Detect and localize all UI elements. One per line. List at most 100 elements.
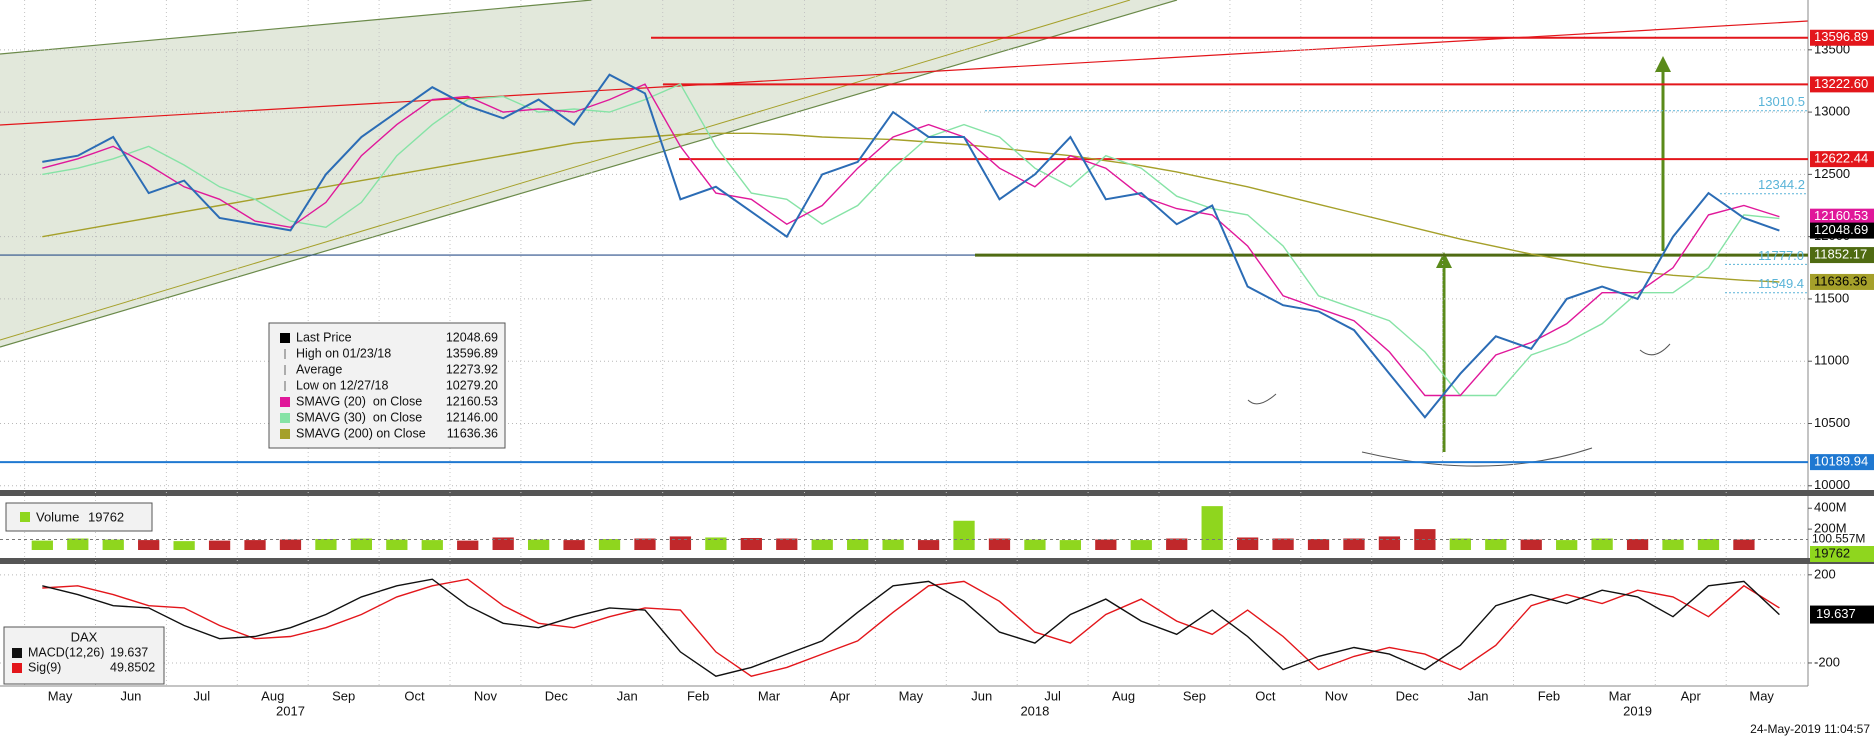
legend-label: Sig(9): [28, 660, 61, 674]
legend-swatch: [280, 429, 290, 439]
panel-separator: [0, 490, 1874, 496]
last-value-label: 12048.69: [1814, 222, 1868, 237]
last-value-label: 11636.36: [1814, 273, 1867, 288]
volume-bar: [1556, 540, 1578, 550]
x-tick-label: Jun: [971, 688, 992, 703]
arrow-head: [1436, 252, 1452, 268]
legend-value: 12146.00: [446, 410, 498, 424]
volume-bar: [1591, 538, 1613, 550]
volume-bar: [244, 540, 266, 550]
legend-label: Average: [296, 362, 342, 376]
volume-bar: [1343, 538, 1365, 550]
volume-bar: [1626, 539, 1649, 550]
price-legend-box: [268, 322, 506, 449]
x-tick-label: Jan: [1468, 688, 1489, 703]
channel-lower: [0, 0, 1178, 348]
volume-bar: [1130, 540, 1152, 550]
volume-bar: [882, 539, 904, 550]
volume-bar: [315, 539, 337, 550]
x-tick-label: Jul: [194, 688, 211, 703]
volume-bar: [102, 539, 124, 550]
legend-swatch: [12, 663, 22, 673]
legend-value: 12048.69: [446, 330, 498, 344]
x-tick-label: Aug: [1112, 688, 1135, 703]
y-tick-label: 11500: [1814, 290, 1849, 305]
arrow-head: [1655, 56, 1671, 72]
x-tick-label: Nov: [474, 688, 498, 703]
volume-bar: [1449, 538, 1471, 550]
volume-bar: [776, 538, 798, 550]
volume-bar: [67, 538, 89, 550]
volume-bar: [705, 537, 727, 550]
series-line: [42, 83, 1780, 397]
legend-label: SMAVG (20) on Close: [296, 394, 422, 408]
x-tick-label: May: [899, 688, 924, 703]
x-tick-label: Jun: [120, 688, 141, 703]
series-line: [42, 132, 1780, 283]
legend-label: SMAVG (200) on Close: [296, 426, 426, 440]
legend-value: 10279.20: [446, 378, 498, 392]
plot-layer: [0, 0, 1808, 686]
volume-bar: [386, 539, 408, 550]
last-volume-label: 19762: [1814, 545, 1850, 560]
legend-swatch: [280, 413, 290, 423]
legend-label: Low on 12/27/18: [296, 378, 388, 392]
year-label: 2017: [276, 703, 305, 718]
legend-value: 11636.36: [447, 426, 498, 440]
legend-label: Last Price: [296, 330, 352, 344]
x-tick-label: Mar: [758, 688, 781, 703]
x-tick-label: Oct: [1255, 688, 1276, 703]
volume-legend-box: [5, 502, 153, 532]
channel-upper: [0, 0, 593, 55]
volume-bar: [563, 540, 585, 550]
last-macd-tag: [1810, 605, 1874, 624]
x-tick-label: Apr: [1681, 688, 1702, 703]
level-tag: [1810, 454, 1874, 471]
legend-swatch: [12, 648, 22, 658]
overlay-layer: 1000010500110001150012000125001300013500…: [12, 29, 1874, 718]
volume-bar: [1307, 539, 1330, 550]
volume-bar: [1059, 540, 1082, 550]
volume-bar: [527, 539, 550, 550]
volume-bar: [1378, 536, 1401, 550]
level-label: 11852.17: [1814, 247, 1867, 262]
timestamp: 24-May-2019 11:04:57: [1750, 722, 1870, 736]
panel-separator: [0, 558, 1874, 564]
x-tick-label: Feb: [687, 688, 709, 703]
x-tick-label: May: [48, 688, 73, 703]
level-label: 13010.5: [1758, 94, 1805, 109]
volume-bar: [740, 537, 762, 550]
y-tick-label: 12500: [1814, 166, 1850, 181]
legend-value: 19762: [88, 509, 124, 524]
volume-bar: [173, 541, 195, 550]
y-tick-label: 400M: [1814, 500, 1847, 515]
x-tick-label: Aug: [261, 688, 284, 703]
volume-bar: [1272, 538, 1294, 550]
level-label: 12344.2: [1758, 177, 1805, 192]
y-tick-label: 13000: [1814, 104, 1850, 119]
legend-swatch: [280, 333, 290, 343]
x-tick-label: Apr: [830, 688, 851, 703]
x-tick-label: Nov: [1325, 688, 1349, 703]
volume-bar: [1697, 539, 1720, 550]
x-tick-label: Sep: [332, 688, 355, 703]
volume-bar: [457, 540, 479, 550]
year-label: 2019: [1623, 703, 1652, 718]
last-value-tag: [1810, 208, 1874, 225]
y-tick-label: 11000: [1814, 353, 1849, 368]
last-value-tag: [1810, 222, 1874, 239]
x-tick-label: Sep: [1183, 688, 1206, 703]
volume-bar: [208, 540, 231, 550]
year-label: 2018: [1020, 703, 1049, 718]
volume-bar: [1236, 537, 1259, 550]
level-label: 13596.89: [1814, 29, 1868, 44]
level-tag: [1810, 151, 1874, 168]
volume-bar: [492, 537, 514, 550]
last-macd-label: 19.637: [1816, 606, 1856, 621]
level-label: 10189.94: [1814, 454, 1868, 469]
volume-bar: [1201, 506, 1223, 550]
level-label: 11777.0: [1758, 248, 1804, 263]
level-tag: [1810, 76, 1874, 93]
legend-value: 49.8502: [110, 660, 155, 674]
